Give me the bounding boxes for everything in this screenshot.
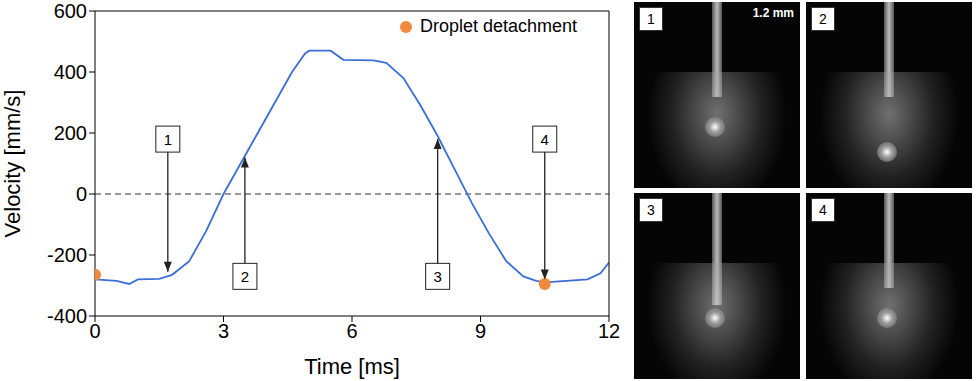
svg-text:3: 3 <box>433 268 441 285</box>
svg-text:2: 2 <box>241 268 249 285</box>
svg-text:400: 400 <box>54 61 87 83</box>
svg-text:4: 4 <box>541 131 549 148</box>
svg-text:0: 0 <box>89 320 100 342</box>
html-text:1: 1 <box>647 11 655 27</box>
svg-text:200: 200 <box>54 122 87 144</box>
svg-text:1: 1 <box>164 131 172 148</box>
svg-text:3: 3 <box>218 320 229 342</box>
svg-text:Time [ms]: Time [ms] <box>304 354 400 379</box>
svg-text:Velocity [mm/s]: Velocity [mm/s] <box>0 90 25 238</box>
svg-text:12: 12 <box>598 320 620 342</box>
html-text:4: 4 <box>819 202 827 218</box>
html-text:3: 3 <box>647 202 655 218</box>
svg-text:9: 9 <box>475 320 486 342</box>
svg-text:-200: -200 <box>47 244 87 266</box>
svg-text:600: 600 <box>54 0 87 22</box>
svg-text:6: 6 <box>346 320 357 342</box>
svg-text:0: 0 <box>76 183 87 205</box>
svg-text:-400: -400 <box>47 305 87 327</box>
html-text:2: 2 <box>819 11 827 27</box>
html-text:1.2 mm: 1.2 mm <box>752 6 794 20</box>
html-text:Droplet detachment: Droplet detachment <box>420 16 578 36</box>
